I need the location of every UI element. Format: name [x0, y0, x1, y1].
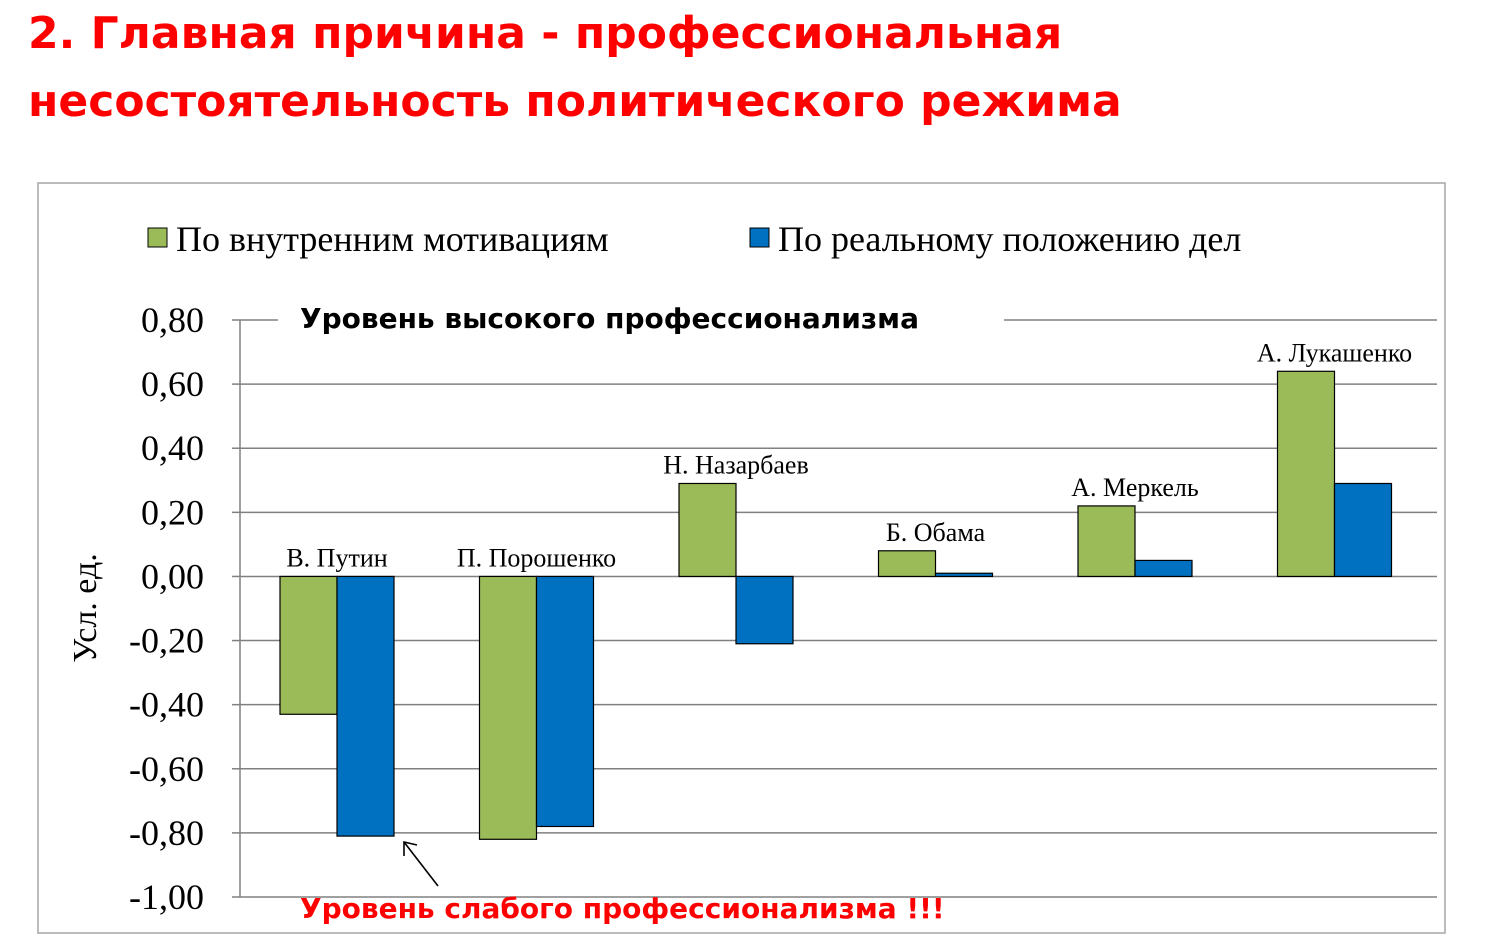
bar-motivations	[877, 550, 937, 578]
y-tick-label: 0,80	[141, 300, 204, 340]
bar-reality	[336, 575, 395, 837]
title-line-2: несостоятельность политического режима	[28, 76, 1122, 127]
bar-motivations	[678, 482, 737, 578]
bar-motivations	[1276, 370, 1336, 578]
y-tick-label: 0,60	[141, 364, 204, 404]
category-label: В. Путин	[286, 543, 387, 572]
bar-motivations	[279, 575, 338, 715]
legend-swatch-blue	[749, 227, 770, 248]
bar-reality	[1134, 559, 1193, 578]
category-label: А. Меркель	[1071, 473, 1199, 502]
bar-reality	[735, 575, 794, 645]
category-label: Н. Назарбаев	[663, 450, 809, 479]
y-tick-label: -0,80	[129, 813, 204, 853]
category-labels: В. Путин П. Порошенко Н. Назарбаев Б. Обама…	[286, 338, 1412, 572]
bar-motivations	[478, 575, 538, 840]
bar-reality	[535, 575, 595, 828]
y-tick-label: 0,20	[141, 492, 204, 532]
y-axis-ticks: 0,80 0,60 0,40 0,20 0,00 -0,20 -0,40 -0,60 -0,80…	[129, 300, 240, 917]
legend-swatch-green	[147, 227, 168, 248]
annotation-top-background	[278, 298, 1004, 342]
y-tick-label: -0,60	[129, 749, 204, 789]
annotation-bottom: Уровень слабого профессионализма !!!	[300, 892, 945, 925]
y-tick-label: 0,00	[141, 556, 204, 596]
legend-label-motivations: По внутренним мотивациям	[176, 219, 609, 259]
y-tick-label: -0,20	[129, 621, 204, 661]
y-tick-label: 0,40	[141, 428, 204, 468]
gridlines	[240, 319, 1437, 898]
y-tick-label: -0,40	[129, 685, 204, 725]
category-label: Б. Обама	[886, 518, 986, 547]
page-title: 2. Главная причина - профессиональная не…	[28, 0, 1468, 136]
bar-reality	[1333, 482, 1393, 578]
category-label: П. Порошенко	[457, 543, 616, 572]
bar-reality	[934, 572, 994, 578]
chart-frame	[37, 182, 1446, 934]
category-label: А. Лукашенко	[1257, 338, 1412, 367]
y-tick-label: -1,00	[129, 877, 204, 917]
arrow-icon	[403, 840, 439, 887]
annotation-top: Уровень высокого профессионализма	[300, 302, 919, 335]
y-axis-label: Усл. ед.	[67, 553, 104, 663]
bar-motivations	[1077, 505, 1136, 578]
title-line-1: 2. Главная причина - профессиональная	[28, 8, 1063, 59]
bars	[279, 370, 1393, 840]
legend-label-reality: По реальному положению дел	[778, 219, 1241, 259]
legend: По внутренним мотивациям По реальному по…	[147, 219, 1241, 259]
